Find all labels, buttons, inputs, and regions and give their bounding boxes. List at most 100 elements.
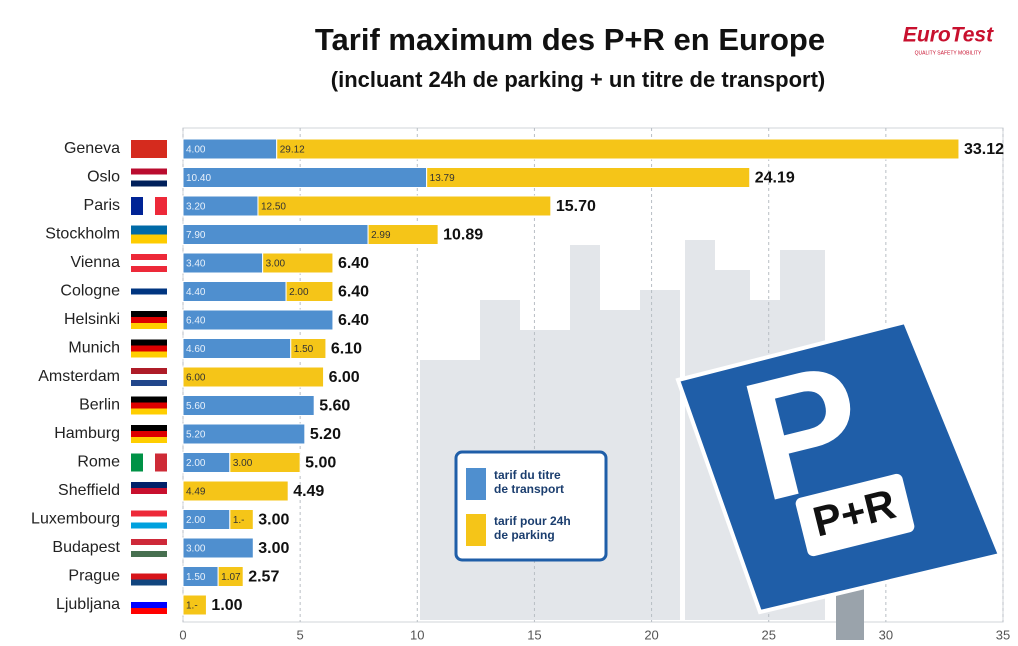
total-label: 5.00 (305, 455, 336, 472)
flag-stripe (131, 289, 167, 295)
chart-subtitle: (incluant 24h de parking + un titre de t… (331, 67, 825, 92)
segment-label: 2.99 (371, 230, 391, 241)
category-label: Ljubljana (56, 596, 120, 613)
bar-segment (277, 139, 959, 159)
x-tick-label: 30 (879, 627, 893, 642)
total-label: 6.40 (338, 284, 369, 301)
flag-stripe (131, 568, 167, 574)
segment-label: 10.40 (186, 173, 211, 184)
segment-label: 5.20 (186, 430, 206, 441)
flag-stripe (131, 602, 167, 608)
x-tick-label: 10 (410, 627, 424, 642)
category-label: Munich (68, 340, 120, 357)
category-label: Amsterdam (38, 368, 120, 385)
flag-stripe (131, 482, 167, 488)
flag-stripe (131, 425, 167, 431)
segment-label: 5.60 (186, 401, 206, 412)
logo: EuroTest (903, 24, 994, 47)
total-label: 3.00 (258, 512, 289, 529)
bar-segment (183, 225, 368, 245)
flag-stripe (131, 346, 167, 352)
total-label: 33.12 (964, 141, 1004, 158)
segment-label: 4.60 (186, 344, 206, 355)
segment-label: 13.79 (430, 173, 455, 184)
x-tick-label: 25 (761, 627, 775, 642)
chart-title: Tarif maximum des P+R en Europe (315, 22, 825, 57)
segment-label: 4.00 (186, 145, 206, 156)
flag-stripe (155, 197, 167, 215)
segment-label: 2.00 (186, 458, 206, 469)
segment-label: 29.12 (280, 145, 305, 156)
total-label: 6.10 (331, 341, 362, 358)
flag-stripe (131, 140, 167, 158)
legend-swatch (466, 514, 486, 546)
segment-label: 1.50 (294, 344, 314, 355)
flag-stripe (131, 545, 167, 551)
flag-stripe (131, 511, 167, 517)
flag-stripe (131, 517, 167, 523)
category-label: Geneva (64, 140, 120, 157)
flag-stripe (131, 437, 167, 443)
category-label: Cologne (60, 283, 120, 300)
total-label: 6.40 (338, 255, 369, 272)
flag-stripe (131, 539, 167, 545)
total-label: 15.70 (556, 198, 596, 215)
flag-stripe (143, 454, 155, 472)
legend-label: tarif du titrede transport (494, 468, 564, 496)
flag-stripe (131, 494, 167, 500)
total-label: 2.57 (248, 569, 279, 586)
flag-stripe (143, 197, 155, 215)
segment-label: 6.00 (186, 373, 206, 384)
flag-stripe (131, 226, 167, 235)
segment-label: 3.00 (266, 259, 286, 270)
flag-stripe (131, 340, 167, 346)
flag-stripe (131, 431, 167, 437)
segment-label: 4.49 (186, 487, 206, 498)
chart: Tarif maximum des P+R en Europe (incluan… (0, 0, 1018, 646)
flag-stripe (131, 397, 167, 403)
flag-stripe (131, 596, 167, 602)
flag-stripe (131, 254, 167, 260)
logo-tagline: QUALITY SAFETY MOBILITY (915, 50, 982, 56)
segment-label: 1.- (233, 515, 245, 526)
flag-stripe (131, 523, 167, 529)
bar-segment (183, 310, 333, 330)
flag-stripe (131, 454, 143, 472)
segment-label: 2.00 (289, 287, 309, 298)
flag-stripe (131, 266, 167, 272)
flag-stripe (131, 574, 167, 580)
flag-stripe (131, 260, 167, 266)
flag-stripe (131, 317, 167, 323)
total-label: 6.00 (329, 369, 360, 386)
bar-segment (427, 168, 750, 188)
flag-stripe (131, 488, 167, 494)
x-tick-label: 35 (996, 627, 1010, 642)
category-label: Luxembourg (31, 511, 120, 528)
segment-label: 3.20 (186, 202, 206, 213)
segment-label: 7.90 (186, 230, 206, 241)
flag-stripe (131, 409, 167, 415)
category-label: Prague (68, 568, 120, 585)
flag-stripe (131, 352, 167, 358)
total-label: 4.49 (293, 483, 324, 500)
category-label: Hamburg (54, 425, 120, 442)
segment-label: 1.50 (186, 572, 206, 583)
flag-stripe (131, 197, 143, 215)
segment-label: 12.50 (261, 202, 286, 213)
category-label: Budapest (52, 539, 120, 556)
x-tick-label: 15 (527, 627, 541, 642)
segment-label: 1.07 (221, 572, 241, 583)
category-label: Oslo (87, 169, 120, 186)
total-label: 5.20 (310, 426, 341, 443)
flag-stripe (131, 283, 167, 289)
total-label: 3.00 (258, 540, 289, 557)
segment-label: 1.- (186, 601, 198, 612)
flag-stripe (131, 380, 167, 386)
total-label: 5.60 (319, 398, 350, 415)
total-label: 6.40 (338, 312, 369, 329)
category-label: Helsinki (64, 311, 120, 328)
segment-label: 4.40 (186, 287, 206, 298)
category-label: Sheffield (58, 482, 120, 499)
category-label: Stockholm (45, 226, 120, 243)
